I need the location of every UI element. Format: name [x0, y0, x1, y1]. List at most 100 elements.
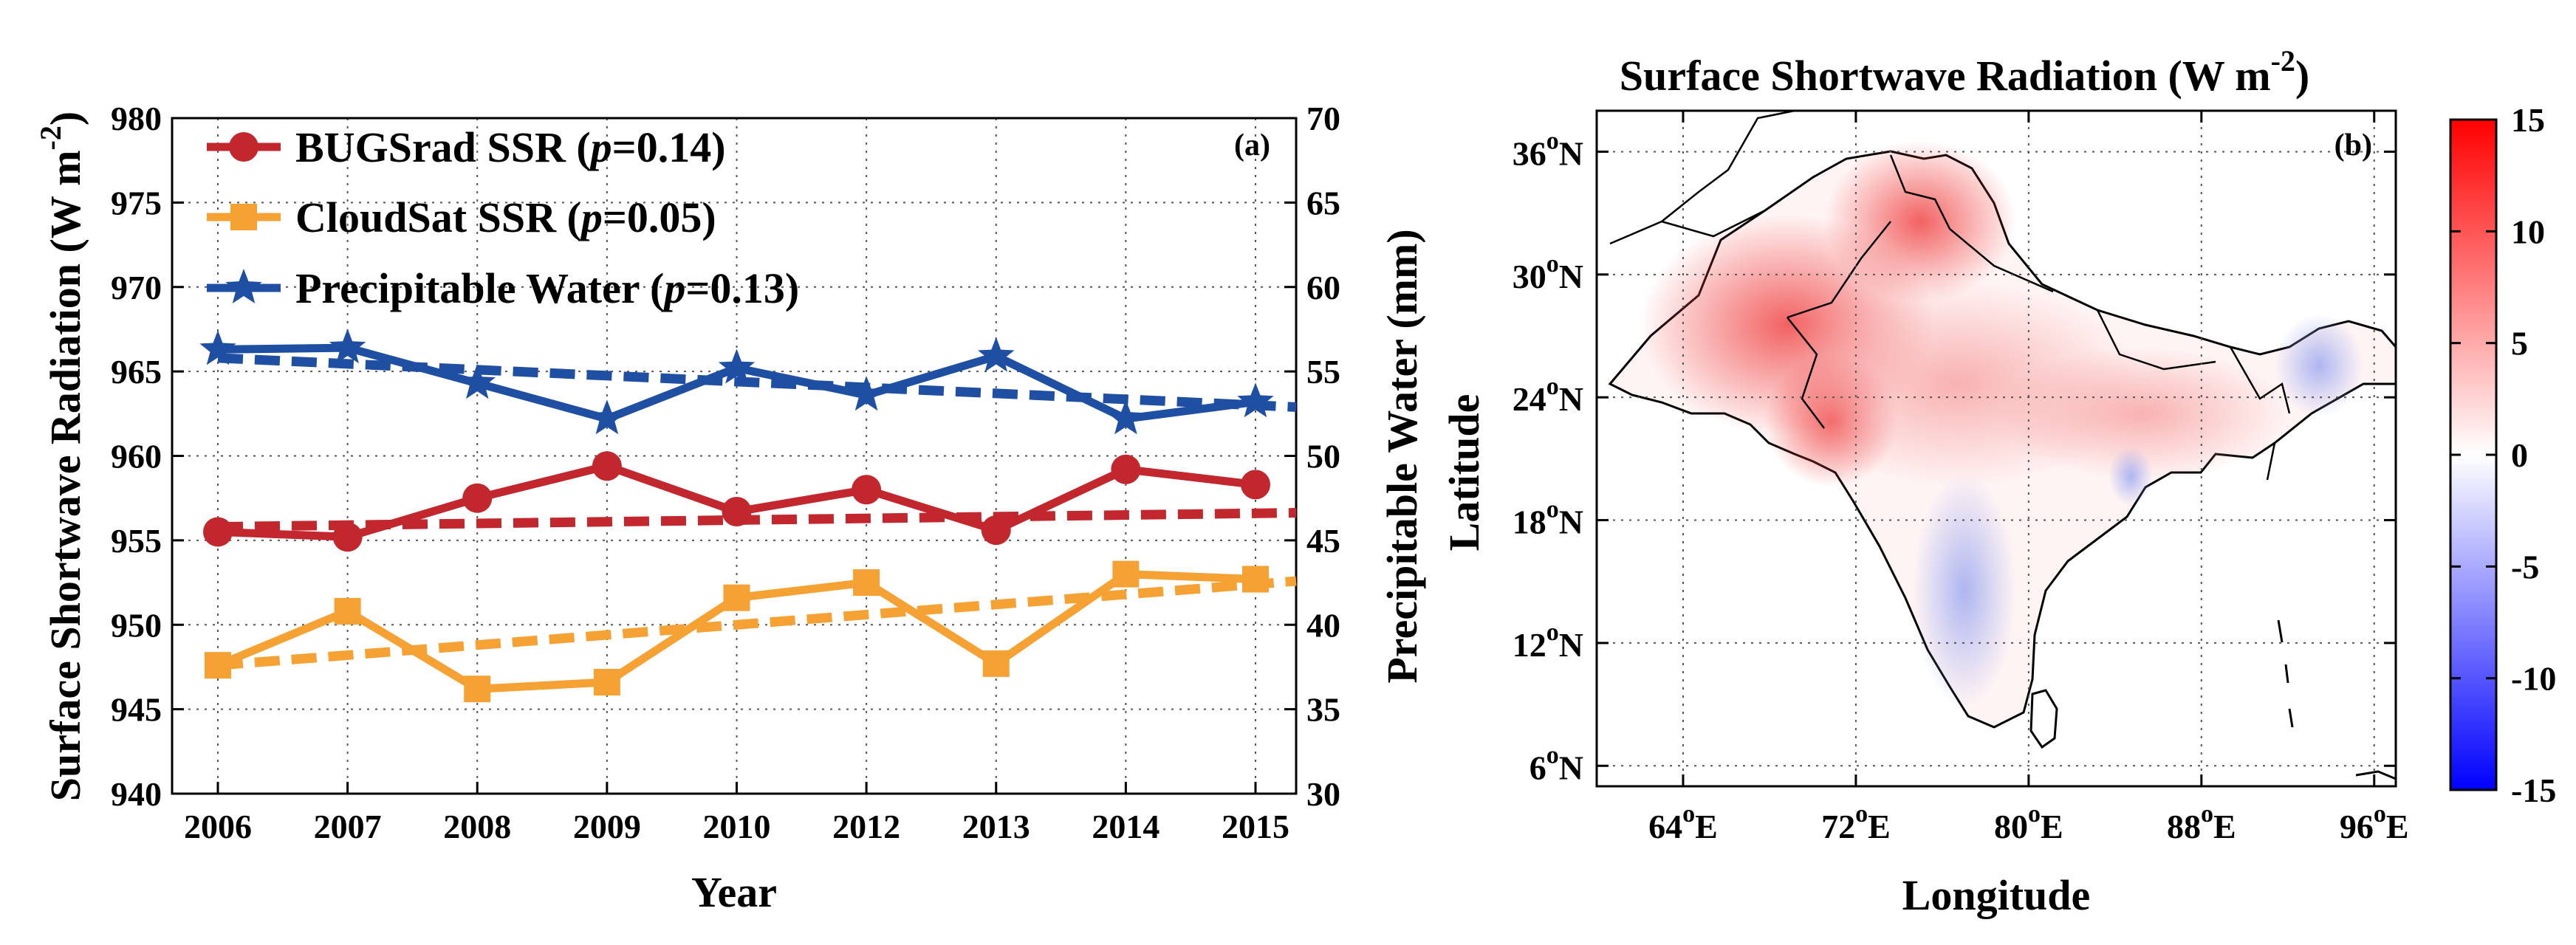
latitude-tick-label: 12oN [1513, 619, 1583, 664]
latitude-tick-label: 24oN [1513, 373, 1583, 418]
anomaly-northeast [2275, 314, 2363, 417]
bugsrad-ssr-point [1111, 454, 1141, 484]
left-tick-label: 955 [111, 522, 162, 560]
anomaly-south [1913, 472, 2016, 709]
legend-swatch-marker [230, 204, 257, 230]
andaman-islands [2277, 619, 2294, 728]
precipitable-water-point [199, 330, 236, 365]
right-axis-ticks: 30 35 40 45 50 55 60 65 70 [1284, 100, 1340, 813]
latitude-ticks: 6oN 12oN 18oN 24oN 30oN 36oN [1513, 127, 2396, 786]
right-tick-label: 45 [1306, 522, 1340, 560]
right-tick-label: 55 [1306, 353, 1340, 391]
map-y-label: Latitude [1440, 394, 1488, 551]
left-axis-ticks: 940 945 950 955 960 965 970 975 980 [111, 100, 184, 813]
cloudsat-ssr-point [723, 584, 750, 611]
longitude-ticks: 64oE 72oE 80oE 88oE 96oE [1648, 111, 2409, 845]
legend-swatch-marker [229, 132, 258, 162]
right-axis-label: Precipitable Water (mm) [1378, 229, 1426, 683]
left-tick-label: 980 [111, 100, 162, 137]
x-axis-label: Year [691, 868, 777, 916]
cloudsat-ssr-point [464, 676, 491, 703]
left-tick-label: 940 [111, 775, 162, 813]
bugsrad-ssr-point [852, 475, 882, 505]
bugsrad-ssr-point [332, 522, 363, 552]
colorbar-tick-label: -10 [2511, 660, 2556, 698]
anomaly-east [1994, 347, 2289, 480]
anomaly-north [1824, 140, 2016, 303]
x-tick-label: 2009 [573, 808, 641, 845]
x-tick-label: 2007 [314, 808, 382, 845]
anomaly-bengal [2109, 447, 2153, 506]
colorbar-tick-label: -15 [2511, 772, 2556, 809]
latitude-tick-label: 30oN [1513, 250, 1583, 295]
latitude-tick-label: 36oN [1513, 127, 1583, 172]
x-tick-label: 2006 [184, 808, 252, 845]
map-x-label: Longitude [1902, 871, 2091, 919]
latitude-tick-label: 6oN [1530, 741, 1583, 786]
colorbar-ticks: -15 -10 -5 0 5 10 15 [2450, 101, 2556, 809]
right-tick-label: 30 [1306, 775, 1340, 813]
bugsrad-ssr-point [203, 517, 233, 547]
x-tick-label: 2013 [962, 808, 1030, 845]
bugsrad-ssr-point [981, 515, 1011, 546]
colorbar-tick-label: 10 [2511, 213, 2545, 250]
left-tick-label: 970 [111, 269, 162, 306]
precipitable-water-point [589, 399, 626, 435]
sri-lanka [2029, 689, 2058, 749]
map-field [1608, 111, 2396, 780]
cloudsat-ssr-point [1242, 566, 1269, 593]
precipitable-water-trend-line [217, 353, 1297, 412]
cloudsat-ssr-point [1112, 560, 1140, 588]
precipitable-water-point [718, 348, 756, 384]
left-tick-label: 975 [111, 184, 162, 221]
left-tick-label: 945 [111, 691, 162, 729]
precipitable-water-point [1107, 399, 1145, 435]
colorbar-tick-label: 15 [2511, 101, 2545, 139]
bugsrad-ssr-point [1241, 470, 1270, 500]
longitude-tick-label: 80oE [1994, 800, 2063, 845]
colorbar-tick-label: 5 [2511, 325, 2528, 362]
colorbar-tick-label: 0 [2511, 436, 2528, 474]
longitude-tick-label: 64oE [1648, 800, 1718, 845]
legend-cloudsat-ssr: CloudSat SSR (p=0.05) [295, 193, 716, 241]
panel-a: 940 945 950 955 960 965 970 975 980 30 35 40 45 50 55… [34, 100, 1426, 916]
right-tick-label: 60 [1306, 269, 1340, 306]
colorbar-tick-label: -5 [2511, 548, 2539, 585]
legend-bugsrad-ssr: BUGSrad SSR (p=0.14) [295, 123, 726, 171]
x-tick-label: 2015 [1222, 808, 1289, 845]
map-panel-label: (b) [2334, 128, 2372, 162]
cloudsat-ssr-point [593, 669, 620, 696]
precipitable-water-point [978, 337, 1015, 372]
x-tick-label: 2008 [443, 808, 511, 845]
left-tick-label: 950 [111, 606, 162, 644]
map-grid [1597, 111, 2396, 786]
legend-swatch-marker [225, 269, 262, 303]
right-tick-label: 40 [1306, 606, 1340, 644]
x-axis-ticks: 2006 2007 2008 2009 2010 2012 2013 2014 2015 [184, 782, 1289, 845]
precipitable-water-point [1237, 382, 1274, 418]
indonesia-coast [2355, 770, 2396, 780]
trend-lines [217, 353, 1297, 670]
right-tick-label: 70 [1306, 100, 1340, 137]
map-axes-box [1595, 109, 2397, 788]
x-tick-label: 2010 [703, 808, 771, 845]
cloudsat-ssr-point [982, 650, 1010, 677]
bugsrad-ssr-trend-line [217, 508, 1297, 532]
longitude-tick-label: 72oE [1821, 800, 1891, 845]
cloudsat-ssr-trend-line [217, 576, 1297, 670]
cloudsat-ssr-point [853, 569, 880, 597]
x-tick-label: 2014 [1092, 808, 1159, 845]
bugsrad-ssr-point [592, 451, 622, 481]
cloudsat-ssr-point [334, 597, 361, 625]
country-borders [1609, 111, 2291, 481]
colorbar: -15 -10 -5 0 5 10 15 [2449, 101, 2556, 809]
longitude-tick-label: 88oE [2167, 800, 2236, 845]
longitude-tick-label: 96oE [2340, 800, 2409, 845]
precipitable-water-point [459, 364, 496, 399]
legend-precipitable-water: Precipitable Water (p=0.13) [295, 264, 799, 312]
right-tick-label: 35 [1306, 691, 1340, 729]
series-lines [199, 329, 1274, 703]
latitude-tick-label: 18oN [1513, 496, 1583, 541]
left-tick-label: 965 [111, 353, 162, 391]
